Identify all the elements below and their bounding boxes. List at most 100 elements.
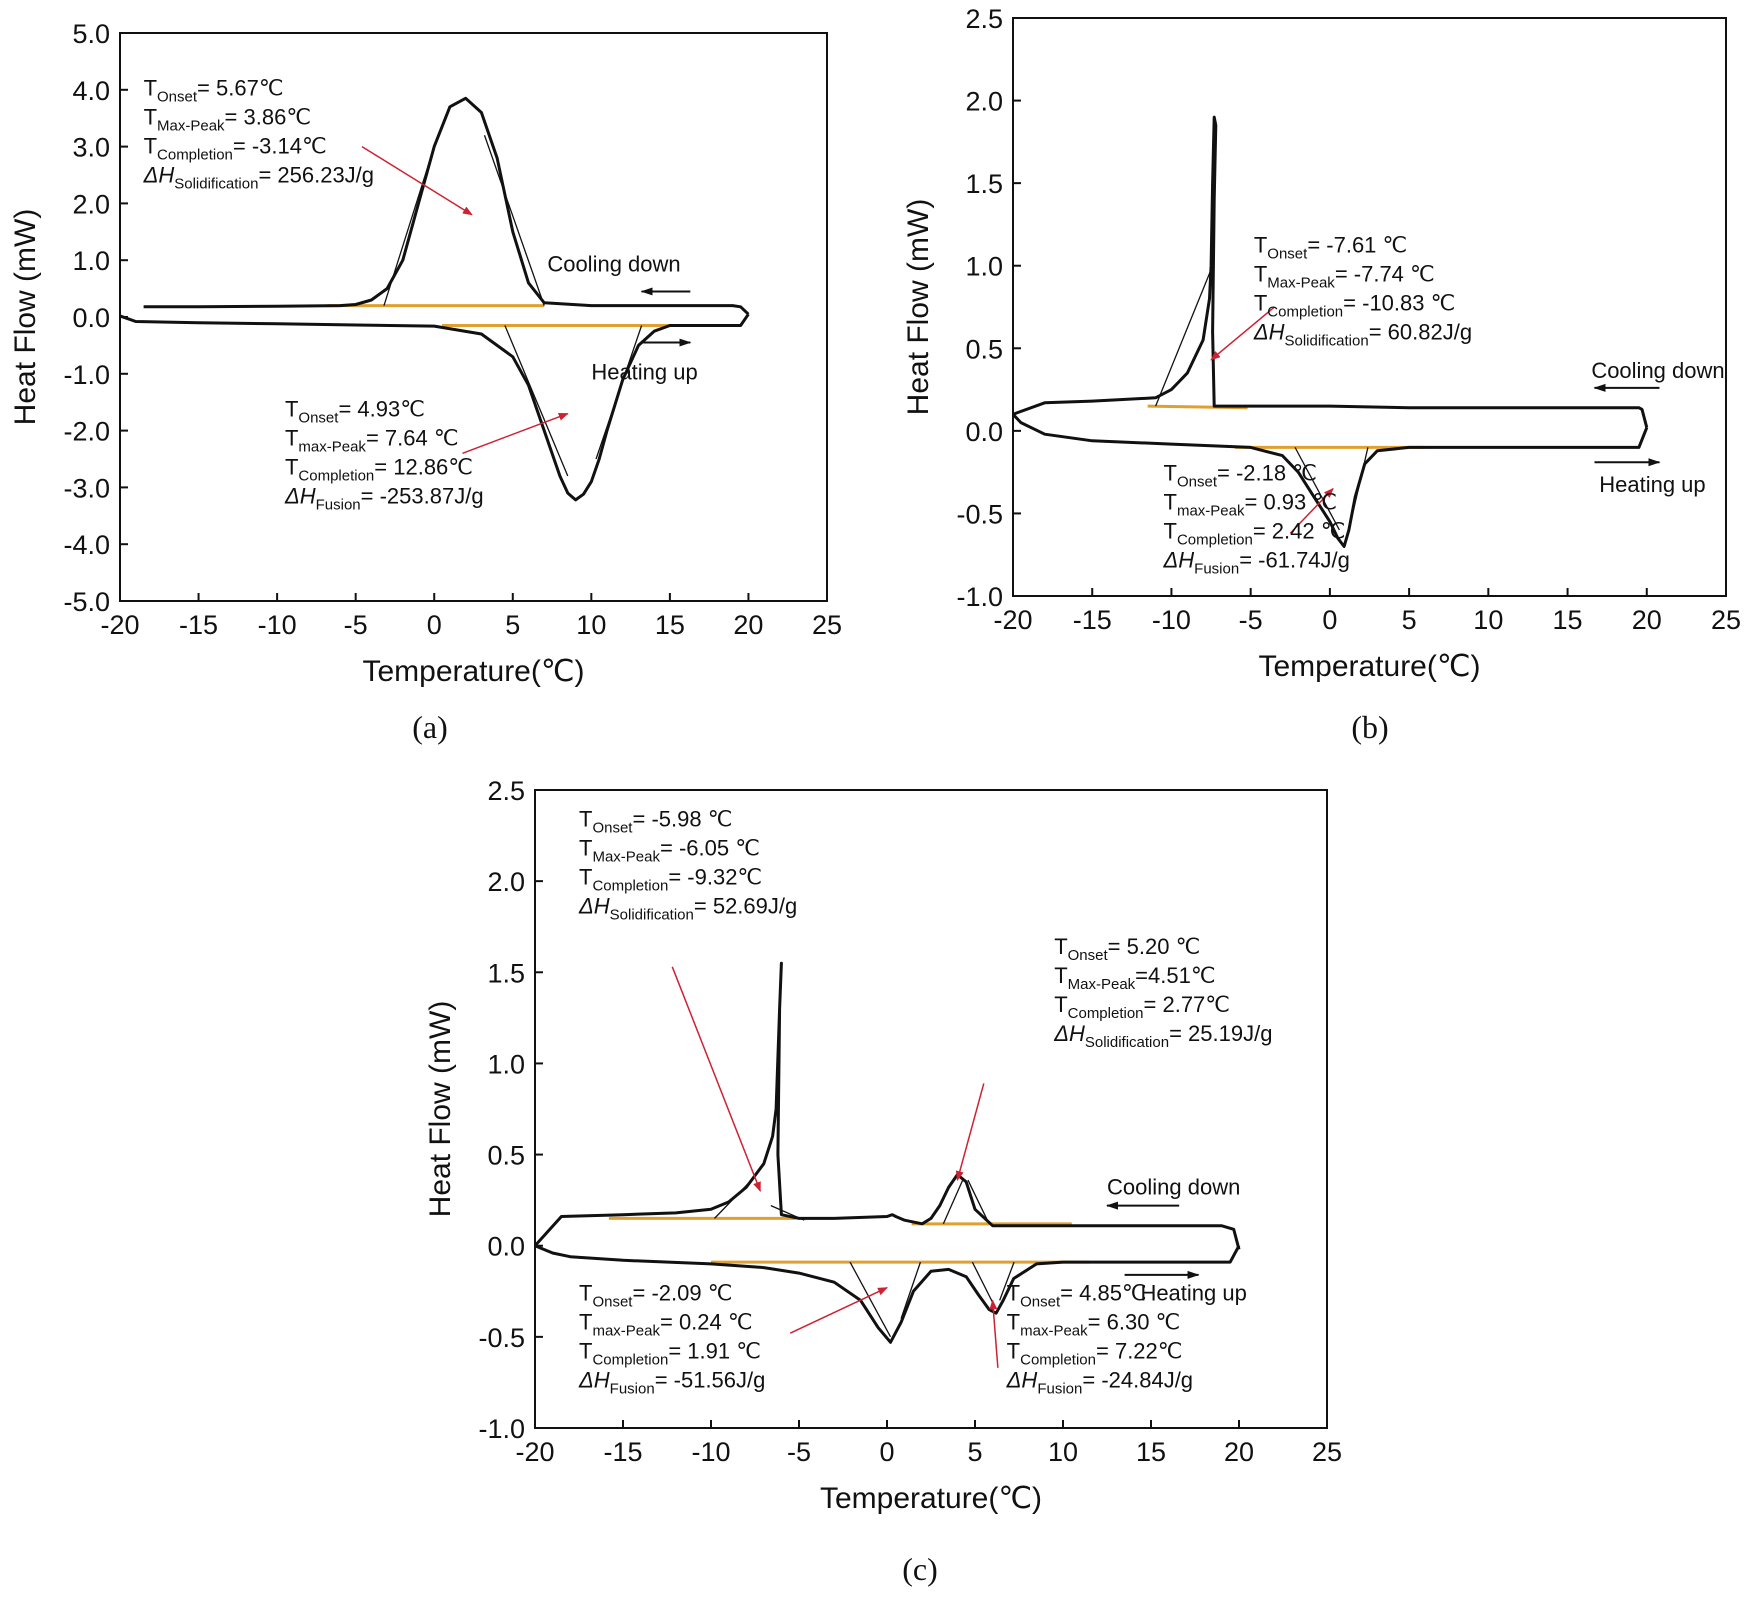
annotation-subscript: Solidification [1284, 333, 1368, 350]
annotation-subscript: Completion [1267, 304, 1343, 321]
annotation-value: = -51.56J/g [655, 1367, 766, 1392]
annotation-symbol: T [1254, 262, 1267, 287]
annotation-symbol: T [285, 425, 298, 450]
y-tick-label: 5.0 [72, 19, 110, 49]
y-tick-label: -4.0 [63, 530, 110, 560]
annotation-line: TCompletion= 2.42 ℃ [1164, 518, 1346, 548]
annotation-line: TOnset= 4.93℃ [285, 396, 425, 426]
annotation-line: TCompletion= 1.91 ℃ [579, 1338, 761, 1368]
tangent-line [849, 1261, 892, 1338]
annotation-subscript: Completion [1177, 531, 1253, 548]
x-axis-label: Temperature(℃) [1258, 650, 1480, 683]
annotation-value: = 2.77℃ [1144, 992, 1231, 1017]
annotation-value: = -2.18 ℃ [1217, 460, 1317, 485]
x-tick-label: 20 [1632, 605, 1662, 635]
annotation-value: = 25.19J/g [1169, 1021, 1272, 1046]
annotation-line: TOnset= 4.85℃ [1007, 1280, 1147, 1310]
annotation-line: TOnset= -2.09 ℃ [579, 1280, 732, 1310]
x-axis-label: Temperature(℃) [362, 655, 584, 688]
tangent-line [1154, 265, 1214, 407]
y-tick-label: 0.0 [965, 417, 1003, 447]
y-tick-label: 1.5 [487, 958, 525, 988]
y-tick-label: 0.5 [965, 334, 1003, 364]
y-tick-label: 2.0 [72, 189, 110, 219]
annotation-line: ΔHFusion= -51.56J/g [578, 1367, 765, 1397]
annotation-value: = -6.05 ℃ [660, 835, 760, 860]
y-tick-label: 4.0 [72, 76, 110, 106]
x-tick-label: -20 [515, 1437, 554, 1467]
y-tick-label: 0.0 [487, 1232, 525, 1262]
y-tick-label: -1.0 [63, 360, 110, 390]
annotation-line: TCompletion= 7.22℃ [1007, 1338, 1183, 1368]
annotation-symbol: ΔH [578, 893, 610, 918]
annotation-subscript: Max-Peak [1068, 976, 1136, 993]
annotation-subscript: Onset [592, 819, 633, 836]
y-axis-label: Heat Flow (mW) [902, 199, 935, 416]
y-tick-label: 0.5 [487, 1141, 525, 1171]
annotation-symbol: T [1007, 1280, 1020, 1305]
annotation-line: ΔHFusion= -61.74J/g [1163, 547, 1350, 577]
x-tick-label: -20 [993, 605, 1032, 635]
tangent-line [942, 1179, 964, 1225]
annotation-subscript: Onset [298, 409, 339, 426]
x-tick-label: 0 [427, 610, 442, 640]
annotation-symbol: T [144, 75, 157, 100]
annotation-symbol: ΔH [1006, 1367, 1038, 1392]
annotation-line: TOnset= 5.67℃ [144, 75, 284, 105]
annotation-value: = -3.14℃ [233, 133, 327, 158]
x-tick-label: -10 [691, 1437, 730, 1467]
annotation-subscript: Completion [592, 1351, 668, 1368]
annotation-line: Tmax-Peak= 0.24 ℃ [579, 1309, 753, 1339]
series-line-cooling-down [1012, 115, 1649, 428]
series-line-heating-up [1011, 413, 1649, 548]
annotation-line: TCompletion= -9.32℃ [579, 864, 762, 894]
annotation-line: TOnset= 5.20 ℃ [1054, 934, 1200, 964]
annotation-symbol: T [579, 806, 592, 831]
annotation-symbol: T [1254, 291, 1267, 316]
annotation-symbol: T [144, 104, 157, 129]
direction-label: Cooling down [547, 252, 680, 277]
annotation-line: ΔHSolidification= 52.69J/g [578, 893, 797, 923]
annotation-symbol: T [144, 133, 157, 158]
y-tick-label: 1.5 [965, 169, 1003, 199]
annotation-subscript: Fusion [1037, 1380, 1082, 1397]
series-line-cooling-down [143, 96, 750, 316]
annotation-subscript: Completion [592, 877, 668, 894]
y-tick-label: 2.5 [965, 4, 1003, 34]
annotation-symbol: T [1164, 518, 1177, 543]
annotation-subscript: max-Peak [1020, 1322, 1088, 1339]
direction-label: Heating up [1140, 1280, 1246, 1305]
y-tick-label: 1.0 [965, 252, 1003, 282]
annotation-value: = 12.86℃ [374, 454, 473, 479]
annotation-symbol: T [285, 396, 298, 421]
annotation-subscript: Onset [157, 88, 198, 105]
annotation-line: Tmax-Peak= 7.64 ℃ [285, 425, 459, 455]
annotation-symbol: ΔH [284, 483, 316, 508]
y-tick-label: -1.0 [478, 1414, 525, 1444]
annotation-value: = 2.42 ℃ [1253, 518, 1346, 543]
annotation-symbol: T [1054, 992, 1067, 1017]
y-tick-label: 2.0 [487, 867, 525, 897]
annotation-line: TMax-Peak=4.51℃ [1054, 963, 1215, 993]
annotation-value: = 7.22℃ [1096, 1338, 1183, 1363]
annotation-line: ΔHSolidification= 60.82J/g [1253, 320, 1472, 350]
annotation-subscript: Solidification [610, 906, 694, 923]
direction-label: Heating up [591, 359, 697, 384]
annotation-arrow [671, 966, 761, 1192]
annotation-subscript: Solidification [174, 175, 258, 192]
tangent-line [900, 1261, 922, 1319]
annotation-symbol: ΔH [143, 162, 175, 187]
x-tick-label: 5 [1402, 605, 1417, 635]
x-tick-label: -5 [787, 1437, 811, 1467]
x-tick-label: -5 [1239, 605, 1263, 635]
x-tick-label: -5 [344, 610, 368, 640]
annotation-value: = -24.84J/g [1082, 1367, 1193, 1392]
x-tick-label: 20 [733, 610, 763, 640]
annotation-subscript: Completion [1020, 1351, 1096, 1368]
annotation-value: = 5.20 ℃ [1108, 934, 1201, 959]
x-tick-label: 5 [967, 1437, 982, 1467]
annotation-line: ΔHFusion= -253.87J/g [284, 483, 484, 513]
annotation-symbol: ΔH [578, 1367, 610, 1392]
annotation-symbol: T [579, 1280, 592, 1305]
x-tick-label: -10 [258, 610, 297, 640]
